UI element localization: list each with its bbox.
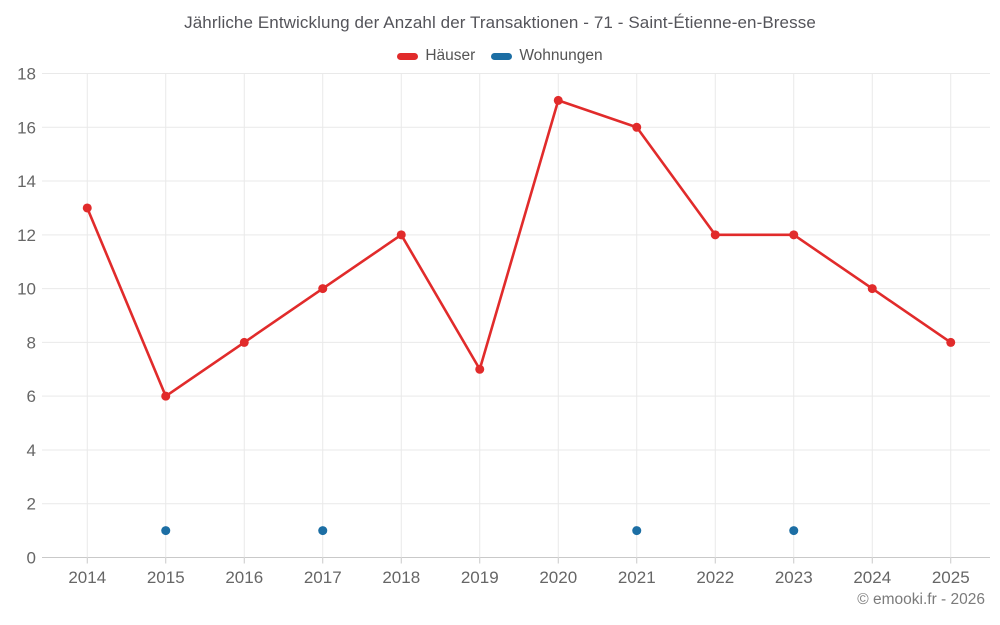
x-axis-tick-label: 2022: [696, 568, 734, 587]
data-point[interactable]: [632, 122, 642, 132]
data-point[interactable]: [318, 284, 328, 294]
y-axis-tick-label: 14: [17, 172, 36, 191]
x-axis-tick-label: 2021: [618, 568, 656, 587]
x-axis-tick-label: 2018: [382, 568, 420, 587]
data-point[interactable]: [396, 230, 406, 240]
legend-swatch-wohnungen: [491, 52, 513, 60]
chart-title: Jährliche Entwicklung der Anzahl der Tra…: [184, 13, 816, 32]
data-point[interactable]: [632, 526, 642, 536]
legend-label-haeuser: Häuser: [425, 47, 476, 64]
y-axis-tick-label: 12: [17, 226, 36, 245]
y-axis-tick-label: 0: [27, 549, 36, 568]
y-axis-tick-label: 6: [27, 387, 36, 406]
y-axis-tick-label: 8: [27, 333, 36, 352]
y-axis-tick-label: 4: [27, 441, 36, 460]
data-point[interactable]: [161, 391, 171, 401]
data-point[interactable]: [161, 526, 171, 536]
legend-item-haeuser[interactable]: Häuser: [397, 47, 475, 65]
data-point[interactable]: [710, 230, 720, 240]
series-line: [85, 99, 953, 398]
x-axis-tick-label: 2017: [304, 568, 342, 587]
legend-label-wohnungen: Wohnungen: [519, 47, 603, 64]
x-axis-tick-label: 2023: [775, 568, 813, 587]
y-axis-tick-label: 18: [17, 65, 36, 84]
x-axis-tick-label: 2016: [225, 568, 263, 587]
data-point[interactable]: [867, 284, 877, 294]
legend-swatch-haeuser: [397, 52, 419, 60]
data-point[interactable]: [82, 203, 92, 213]
chart-legend: Häuser Wohnungen: [0, 45, 1000, 67]
data-point[interactable]: [789, 526, 799, 536]
data-point[interactable]: [789, 230, 799, 240]
y-axis-tick-label: 16: [17, 118, 36, 137]
y-axis-tick-label: 10: [17, 280, 36, 299]
data-point[interactable]: [553, 95, 563, 105]
x-axis-tick-label: 2014: [68, 568, 106, 587]
x-axis-tick-label: 2019: [461, 568, 499, 587]
y-axis-tick-label: 2: [27, 495, 36, 514]
data-point[interactable]: [318, 526, 328, 536]
data-point[interactable]: [239, 337, 249, 347]
x-axis-tick-label: 2020: [539, 568, 577, 587]
copyright-credit: © emooki.fr - 2026: [857, 591, 985, 608]
legend-item-wohnungen[interactable]: Wohnungen: [491, 47, 603, 65]
x-axis-tick-label: 2025: [932, 568, 970, 587]
x-axis-tick-label: 2024: [853, 568, 891, 587]
x-axis-tick-label: 2015: [147, 568, 185, 587]
data-point[interactable]: [946, 337, 956, 347]
data-point[interactable]: [475, 364, 485, 374]
